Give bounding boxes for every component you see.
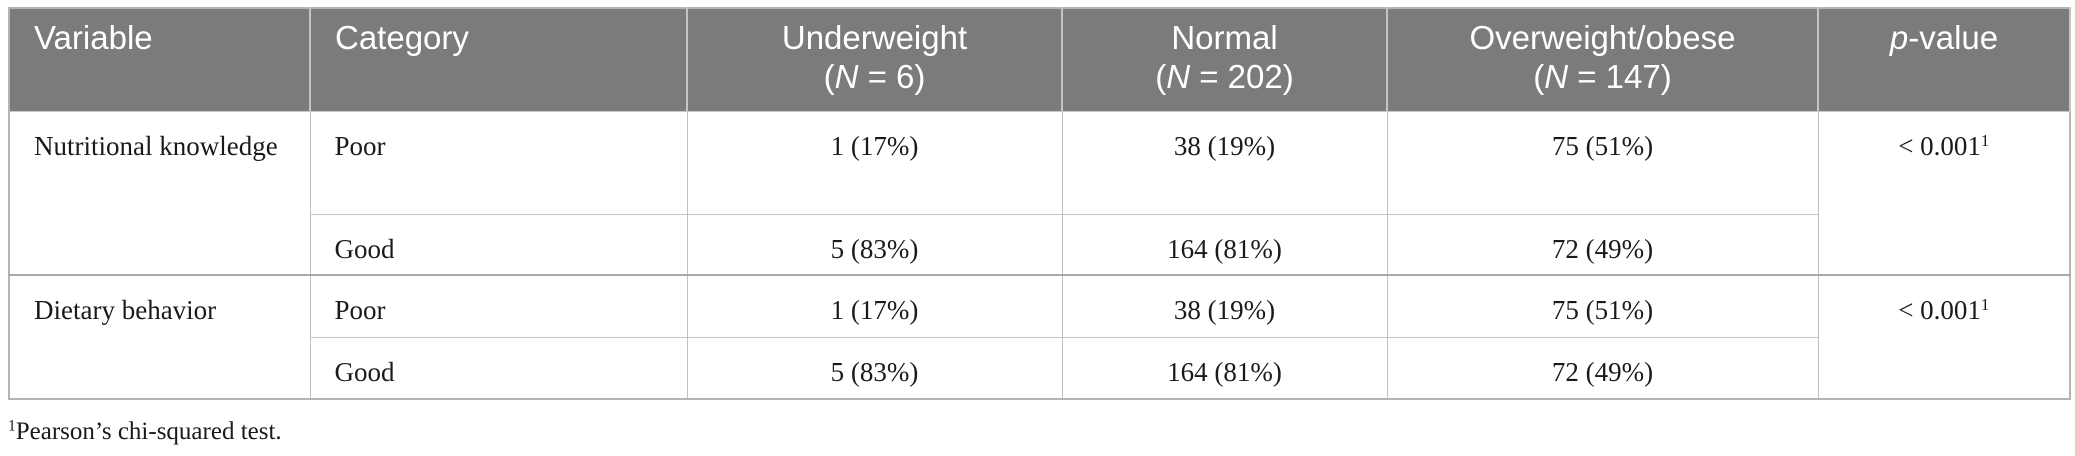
table-row: Dietary behavior Poor 1 (17%) 38 (19%) 7… xyxy=(9,274,2071,399)
pvalue-text: < 0.001 xyxy=(1898,295,1981,325)
category-cell: Good xyxy=(310,213,688,275)
header-underweight-n-symbol: N xyxy=(834,58,859,95)
pvalue-text: < 0.001 xyxy=(1898,130,1981,161)
table-row: Good 5 (83%) 164 (81%) 72 (49%) xyxy=(9,213,2070,275)
pvalue-cell: < 0.0011 xyxy=(1818,110,2071,275)
header-normal-n-prefix: ( xyxy=(1155,58,1167,95)
variable-cell: Nutritional knowledge xyxy=(9,110,311,275)
header-underweight: Underweight (N = 6) xyxy=(687,8,1063,111)
data-table: Variable Category Underweight (N = 6) No… xyxy=(8,7,2071,400)
header-variable: Variable xyxy=(9,8,311,111)
pvalue-cell: < 0.0011 xyxy=(1818,274,2071,399)
header-normal-label: Normal xyxy=(1171,19,1278,56)
table-row: Nutritional knowledge Poor 1 (17%) 38 (1… xyxy=(9,110,2071,275)
table-footnote: 1Pearson’s chi-squared test. xyxy=(8,418,282,446)
category-cell: Poor xyxy=(310,110,688,214)
footnote-marker: 1 xyxy=(8,417,16,435)
pvalue-footnote-marker: 1 xyxy=(1980,130,1990,150)
header-underweight-label: Underweight xyxy=(781,19,968,56)
header-overweight: Overweight/obese (N = 147) xyxy=(1387,8,1819,111)
pvalue-footnote-marker: 1 xyxy=(1980,294,1990,314)
header-row: Variable Category Underweight (N = 6) No… xyxy=(9,8,2071,111)
category-cell: Good xyxy=(310,336,688,399)
header-normal-n-value: = 202) xyxy=(1190,58,1294,95)
normal-cell: 38 (19%) xyxy=(1062,110,1388,214)
footnote-text: Pearson’s chi-squared test. xyxy=(15,418,282,445)
header-overweight-n-symbol: N xyxy=(1544,58,1569,95)
normal-cell: 164 (81%) xyxy=(1062,213,1388,275)
normal-cell: 164 (81%) xyxy=(1062,336,1388,399)
header-pvalue-p: p xyxy=(1889,19,1909,56)
overweight-cell: 72 (49%) xyxy=(1387,336,1819,399)
header-category: Category xyxy=(310,8,688,111)
header-normal-n-symbol: N xyxy=(1166,58,1191,95)
underweight-cell: 1 (17%) xyxy=(687,110,1063,214)
underweight-cell: 1 (17%) xyxy=(687,274,1063,337)
overweight-cell: 75 (51%) xyxy=(1387,110,1819,214)
header-pvalue-rest: -value xyxy=(1908,19,1999,56)
table-body: Nutritional knowledge Poor 1 (17%) 38 (1… xyxy=(9,110,2071,399)
table-header: Variable Category Underweight (N = 6) No… xyxy=(9,8,2071,111)
header-overweight-label: Overweight/obese xyxy=(1469,19,1736,56)
overweight-cell: 75 (51%) xyxy=(1387,274,1819,337)
category-cell: Poor xyxy=(310,274,688,337)
normal-cell: 38 (19%) xyxy=(1062,274,1388,337)
variable-cell: Dietary behavior xyxy=(9,274,311,399)
header-underweight-n-value: = 6) xyxy=(858,58,926,95)
header-underweight-n-prefix: ( xyxy=(823,58,835,95)
header-pvalue: p-value xyxy=(1818,8,2071,111)
header-overweight-n-value: = 147) xyxy=(1568,58,1672,95)
overweight-cell: 72 (49%) xyxy=(1387,213,1819,275)
table-row: Good 5 (83%) 164 (81%) 72 (49%) xyxy=(9,336,2070,399)
header-overweight-n-prefix: ( xyxy=(1533,58,1545,95)
underweight-cell: 5 (83%) xyxy=(687,336,1063,399)
underweight-cell: 5 (83%) xyxy=(687,213,1063,275)
header-normal: Normal (N = 202) xyxy=(1062,8,1388,111)
